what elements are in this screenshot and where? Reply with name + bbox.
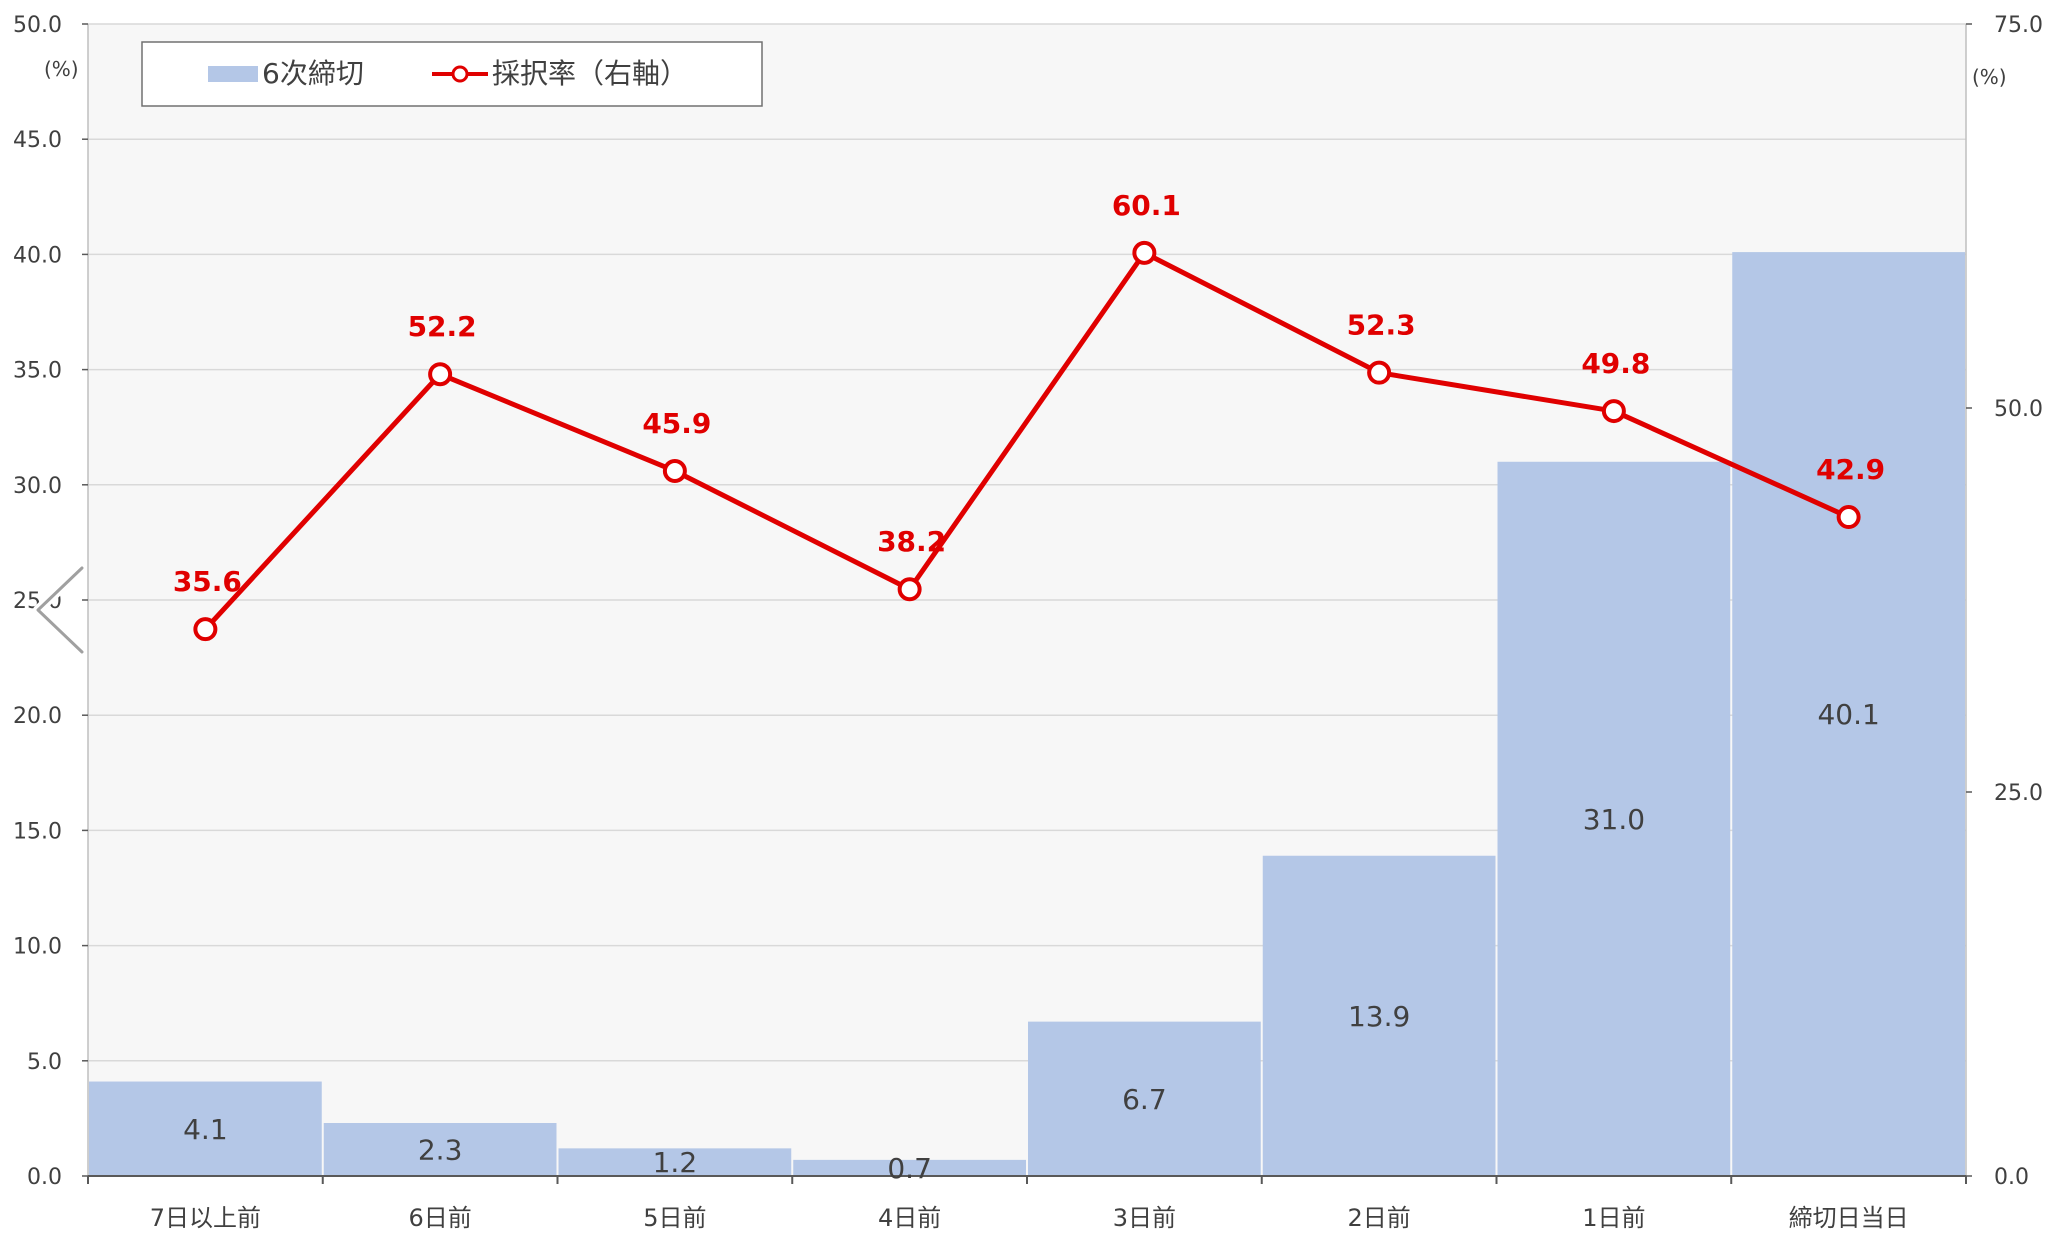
left-tick-label: 0.0 [27, 1165, 62, 1190]
x-tick-label: 5日前 [643, 1204, 706, 1232]
labels: 0.0 5.0 10.0 15.0 20.0 25.0 30.0 35.0 40.0 45.0 50… [13, 13, 2043, 1232]
line-marker [1132, 240, 1157, 265]
bar-value-label: 2.3 [418, 1134, 463, 1167]
bar [89, 1081, 322, 1176]
bar-value-label: 6.7 [1122, 1083, 1167, 1116]
line-marker [662, 458, 687, 483]
bar [1732, 252, 1965, 1176]
x-tick-label: 締切日当日 [1789, 1204, 1909, 1232]
chevron-left-icon[interactable] [30, 560, 90, 660]
left-tick-label: 50.0 [13, 13, 62, 38]
line-value-label: 42.9 [1816, 453, 1885, 486]
bar [1262, 855, 1496, 1176]
line-marker [1836, 505, 1861, 530]
bar [1028, 1021, 1261, 1176]
bar [1497, 461, 1731, 1176]
bar-series [89, 252, 1965, 1176]
bar-value-label: 13.9 [1348, 1000, 1410, 1033]
right-tick-label: 0.0 [1994, 1165, 2029, 1190]
x-tick-label: 1日前 [1582, 1204, 1645, 1232]
gridlines [88, 23, 1966, 1062]
line-path [203, 250, 1850, 631]
left-tick-label: 5.0 [27, 1050, 62, 1075]
x-tick-label: 2日前 [1347, 1204, 1410, 1232]
left-tick-label: 10.0 [13, 935, 62, 960]
x-tick-label: 7日以上前 [150, 1204, 261, 1232]
line-value-label: 49.8 [1581, 347, 1650, 380]
x-tick-label: 4日前 [878, 1204, 941, 1232]
line-marker [193, 617, 218, 642]
line-value-label: 35.6 [173, 565, 242, 598]
legend-bar-label: 6次締切 [262, 57, 364, 90]
bar-value-label: 4.1 [183, 1113, 228, 1146]
line-value-label: 38.2 [877, 525, 946, 558]
right-axis-unit: (%) [1972, 65, 2007, 89]
bar-value-label: 0.7 [887, 1152, 932, 1185]
line-series [193, 240, 1861, 642]
line-value-label: 52.2 [408, 310, 477, 343]
line-marker [1367, 360, 1392, 385]
legend-line-label: 採択率（右軸） [492, 57, 688, 90]
left-tick-label: 30.0 [13, 474, 62, 499]
legend: 6次締切 採択率（右軸） [141, 41, 763, 107]
right-tick-label: 50.0 [1994, 397, 2043, 422]
bar [793, 1159, 1026, 1176]
right-tick-label: 25.0 [1994, 781, 2043, 806]
line-value-label: 45.9 [642, 407, 711, 440]
x-tick-label: 3日前 [1113, 1204, 1176, 1232]
x-tick-label: 6日前 [408, 1204, 471, 1232]
bar-value-label: 40.1 [1817, 698, 1879, 731]
legend-bar-swatch [208, 66, 258, 82]
legend-line-marker [451, 65, 469, 83]
bar [323, 1123, 557, 1176]
left-tick-label: 35.0 [13, 359, 62, 384]
line-value-label: 60.1 [1112, 189, 1181, 222]
line-marker [1601, 399, 1626, 424]
line-value-label: 52.3 [1347, 309, 1416, 342]
left-tick-label: 15.0 [13, 819, 62, 844]
left-axis-unit: (%) [44, 57, 79, 81]
left-tick-label: 40.0 [13, 243, 62, 268]
left-tick-label: 20.0 [13, 704, 62, 729]
bar-value-label: 1.2 [653, 1146, 698, 1179]
left-tick-label: 45.0 [13, 128, 62, 153]
line-marker [897, 577, 922, 602]
axes [82, 23, 1972, 1184]
line-marker [428, 362, 453, 387]
right-tick-label: 75.0 [1994, 13, 2043, 38]
bar [558, 1148, 792, 1176]
bar-value-label: 31.0 [1583, 803, 1645, 836]
